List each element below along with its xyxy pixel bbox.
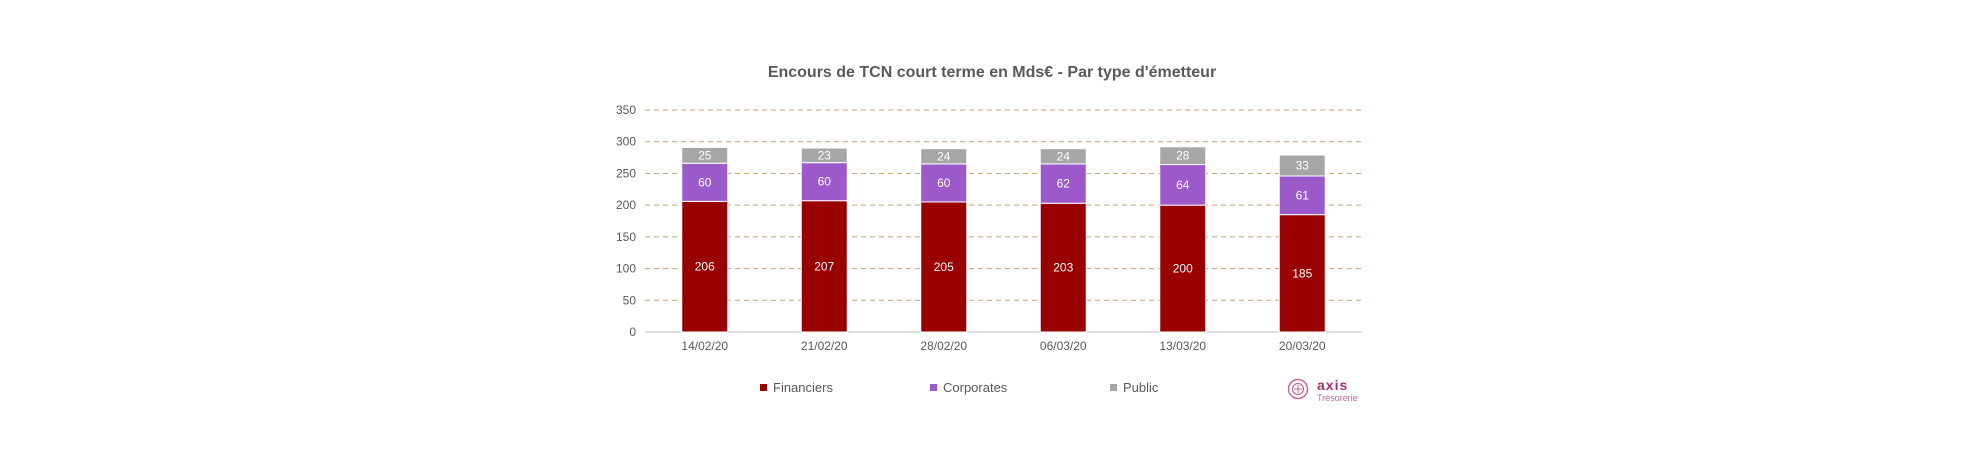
data-label: 60 [698, 175, 712, 189]
y-tick-label: 100 [616, 262, 636, 276]
chart-title: Encours de TCN court terme en Mds€ - Par… [767, 64, 1217, 81]
logo-sub: Trésorerie [1317, 393, 1358, 403]
legend-item-public: Public [1110, 380, 1158, 395]
legend-label: Corporates [943, 380, 1008, 395]
legend-item-financiers: Financiers [760, 380, 833, 395]
legend-label: Financiers [773, 380, 833, 395]
y-tick-label: 0 [629, 325, 636, 339]
legend-item-corporates: Corporates [930, 380, 1007, 395]
data-label: 60 [937, 176, 951, 190]
legend-label: Public [1123, 380, 1159, 395]
x-tick-label: 20/03/20 [1279, 339, 1326, 353]
y-tick-label: 300 [616, 135, 636, 149]
bar-segment-financiers [1159, 204, 1207, 333]
data-label: 203 [1053, 261, 1073, 275]
logo-word: axis [1317, 377, 1349, 393]
bar-segment-corporates [1278, 175, 1326, 216]
legend-swatch [930, 384, 937, 391]
data-label: 60 [818, 175, 832, 189]
legend-swatch [1110, 384, 1117, 391]
bar-segment-public [681, 146, 729, 164]
data-label: 185 [1292, 266, 1312, 280]
plot-area: 0 50 100 150 200 250 300 350 206 60 25 14/02/20 207 6… [616, 103, 1362, 353]
data-label: 33 [1296, 159, 1310, 173]
x-tick-label: 13/03/20 [1159, 339, 1206, 353]
x-tick-label: 28/02/20 [920, 339, 967, 353]
bar-segment-financiers [920, 201, 968, 333]
x-tick-label: 14/02/20 [681, 339, 728, 353]
data-label: 25 [698, 148, 712, 162]
x-tick-label: 21/02/20 [801, 339, 848, 353]
bar-segment-corporates [800, 162, 848, 202]
axis-logo: axis Trésorerie [1287, 377, 1377, 406]
bar-segment-financiers [1039, 202, 1087, 333]
bar-segment-public [800, 147, 848, 164]
data-label: 206 [695, 260, 715, 274]
bar-segment-corporates [681, 162, 729, 202]
data-label: 62 [1057, 177, 1071, 191]
y-tick-label: 50 [623, 293, 637, 307]
y-tick-label: 250 [616, 166, 636, 180]
data-label: 200 [1173, 262, 1193, 276]
data-label: 64 [1176, 178, 1190, 192]
bar-segment-corporates [1159, 164, 1207, 206]
logo-ring-icon [1287, 378, 1309, 400]
data-label: 28 [1176, 149, 1190, 163]
y-tick-label: 150 [616, 230, 636, 244]
bar-segment-financiers [1278, 214, 1326, 333]
data-label: 24 [1057, 149, 1071, 163]
data-label: 205 [934, 260, 954, 274]
y-tick-label: 350 [616, 103, 636, 117]
x-tick-label: 06/03/20 [1040, 339, 1087, 353]
data-label: 23 [818, 148, 832, 162]
bar-segment-public [1159, 146, 1207, 166]
y-tick-label: 200 [616, 198, 636, 212]
data-label: 24 [937, 149, 951, 163]
bar-segment-public [1039, 148, 1087, 165]
data-label: 207 [814, 259, 834, 273]
data-label: 61 [1296, 188, 1310, 202]
legend-swatch [760, 384, 767, 391]
bar-segment-public [920, 148, 968, 165]
bar-segment-public [1278, 154, 1326, 177]
